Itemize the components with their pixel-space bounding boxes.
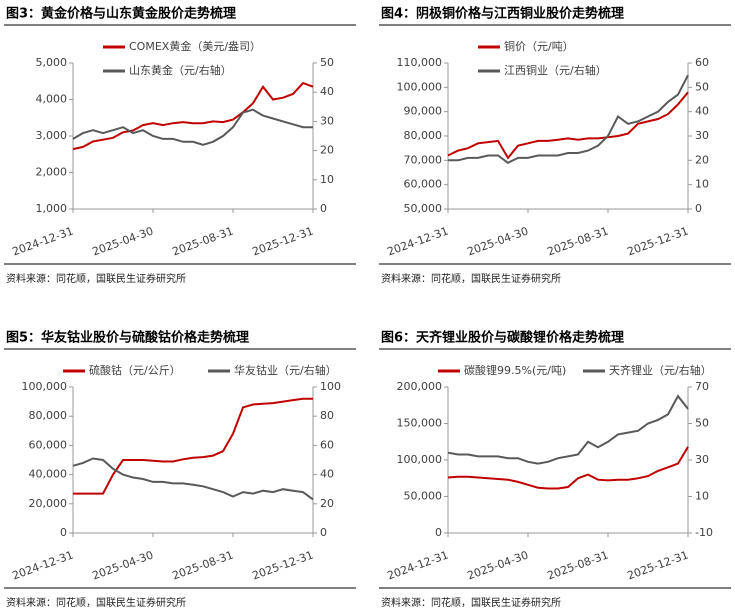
- y-tick-label: 50,000: [404, 490, 443, 503]
- y2-tick-label: 20: [695, 153, 709, 166]
- y2-tick-label: 50: [695, 417, 709, 430]
- series-line: [447, 394, 689, 465]
- y2-tick-label: 10: [695, 178, 709, 191]
- x-tick-label: 2025-12-31: [251, 548, 316, 582]
- x-tick-label: 2025-04-30: [91, 224, 156, 258]
- y-tick-label: 90,000: [404, 105, 443, 118]
- y-tick-label: 20,000: [29, 497, 68, 510]
- y2-tick-label: 30: [695, 453, 709, 466]
- y-tick-label: 100,000: [397, 453, 443, 466]
- y2-tick-label: 10: [695, 490, 709, 503]
- x-tick-label: 2025-04-30: [466, 548, 531, 582]
- y2-tick-label: 10: [320, 173, 334, 186]
- y-tick-label: 110,000: [397, 56, 443, 69]
- x-tick-label: 2024-12-31: [386, 548, 451, 582]
- series-line: [72, 457, 314, 501]
- chart-title: 图6：天齐锂业股价与碳酸锂价格走势梳理: [381, 330, 624, 346]
- x-tick-label: 2025-08-31: [546, 548, 611, 582]
- y2-tick-label: 50: [695, 80, 709, 93]
- y-tick-label: 5,000: [36, 56, 68, 69]
- series-line: [448, 74, 689, 164]
- x-tick-label: 2025-04-30: [466, 224, 531, 258]
- y2-tick-label: 60: [320, 438, 334, 451]
- x-tick-label: 2025-04-30: [91, 548, 156, 582]
- x-tick-label: 2025-12-31: [251, 224, 316, 258]
- x-tick-label: 2024-12-31: [386, 224, 451, 258]
- chart-title: 图4：阴极铜价格与江西铜业股价走势梳理: [381, 6, 624, 22]
- x-tick-label: 2025-08-31: [171, 548, 236, 582]
- x-tick-label: 2025-12-31: [626, 548, 691, 582]
- series-line: [447, 446, 689, 490]
- y2-tick-label: 0: [320, 202, 327, 215]
- y2-tick-label: 20: [320, 144, 334, 157]
- y-tick-label: 80,000: [29, 409, 68, 422]
- y2-tick-label: 0: [320, 526, 327, 539]
- y2-tick-label: -10: [695, 526, 713, 539]
- x-tick-label: 2025-08-31: [171, 224, 236, 258]
- legend-label: 碳酸锂99.5%(元/吨): [464, 363, 566, 377]
- x-tick-label: 2025-08-31: [546, 224, 611, 258]
- y2-tick-label: 0: [695, 202, 702, 215]
- source: 资料来源：同花顺，国联民生证券研究所: [6, 596, 186, 609]
- y-tick-label: 50,000: [404, 202, 443, 215]
- y-tick-label: 0: [60, 526, 67, 539]
- y2-tick-label: 40: [695, 105, 709, 118]
- y2-tick-label: 40: [320, 85, 334, 98]
- chart-title: 图5：华友钴业股价与硫酸钴价格走势梳理: [6, 330, 249, 346]
- legend-label: 山东黄金（元/右轴）: [129, 63, 232, 77]
- x-tick-label: 2024-12-31: [11, 224, 76, 258]
- legend-label: 铜价（元/吨）: [504, 39, 574, 53]
- y-tick-label: 1,000: [36, 202, 68, 215]
- source: 资料来源：同花顺，国联民生证券研究所: [6, 272, 186, 285]
- legend-label: COMEX黄金（美元/盎司）: [129, 39, 261, 53]
- series-line: [72, 81, 314, 151]
- legend-label: 天齐锂业（元/右轴）: [609, 363, 712, 377]
- y2-tick-label: 30: [695, 129, 709, 142]
- y2-tick-label: 100: [320, 380, 341, 393]
- legend-label: 江西铜业（元/右轴）: [504, 63, 607, 77]
- y-tick-label: 100,000: [397, 80, 443, 93]
- source: 资料来源：同花顺，国联民生证券研究所: [381, 596, 561, 609]
- y2-tick-label: 20: [320, 497, 334, 510]
- series-line: [447, 91, 689, 160]
- x-tick-label: 2024-12-31: [11, 548, 76, 582]
- y2-tick-label: 30: [320, 114, 334, 127]
- y-tick-label: 40,000: [29, 468, 68, 481]
- series-line: [73, 397, 313, 495]
- y-tick-label: 70,000: [404, 153, 443, 166]
- y-tick-label: 3,000: [36, 129, 68, 142]
- legend-label: 华友钴业（元/右轴）: [234, 363, 337, 377]
- y-tick-label: 4,000: [36, 93, 68, 106]
- y-tick-label: 0: [435, 526, 442, 539]
- legend-label: 硫酸钴（元/公斤）: [89, 363, 181, 377]
- y2-tick-label: 80: [320, 409, 334, 422]
- y-tick-label: 80,000: [404, 129, 443, 142]
- y2-tick-label: 40: [320, 468, 334, 481]
- y-tick-label: 60,000: [29, 438, 68, 451]
- y-tick-label: 200,000: [397, 380, 443, 393]
- x-tick-label: 2025-12-31: [626, 224, 691, 258]
- y-tick-label: 100,000: [22, 380, 68, 393]
- y-tick-label: 2,000: [36, 166, 68, 179]
- y2-tick-label: 70: [695, 380, 709, 393]
- series-line: [72, 108, 313, 146]
- y2-tick-label: 60: [695, 56, 709, 69]
- source: 资料来源：同花顺，国联民生证券研究所: [381, 272, 561, 285]
- y2-tick-label: 50: [320, 56, 334, 69]
- y-tick-label: 60,000: [404, 178, 443, 191]
- chart-title: 图3：黄金价格与山东黄金股价走势梳理: [6, 6, 236, 22]
- y-tick-label: 150,000: [397, 417, 443, 430]
